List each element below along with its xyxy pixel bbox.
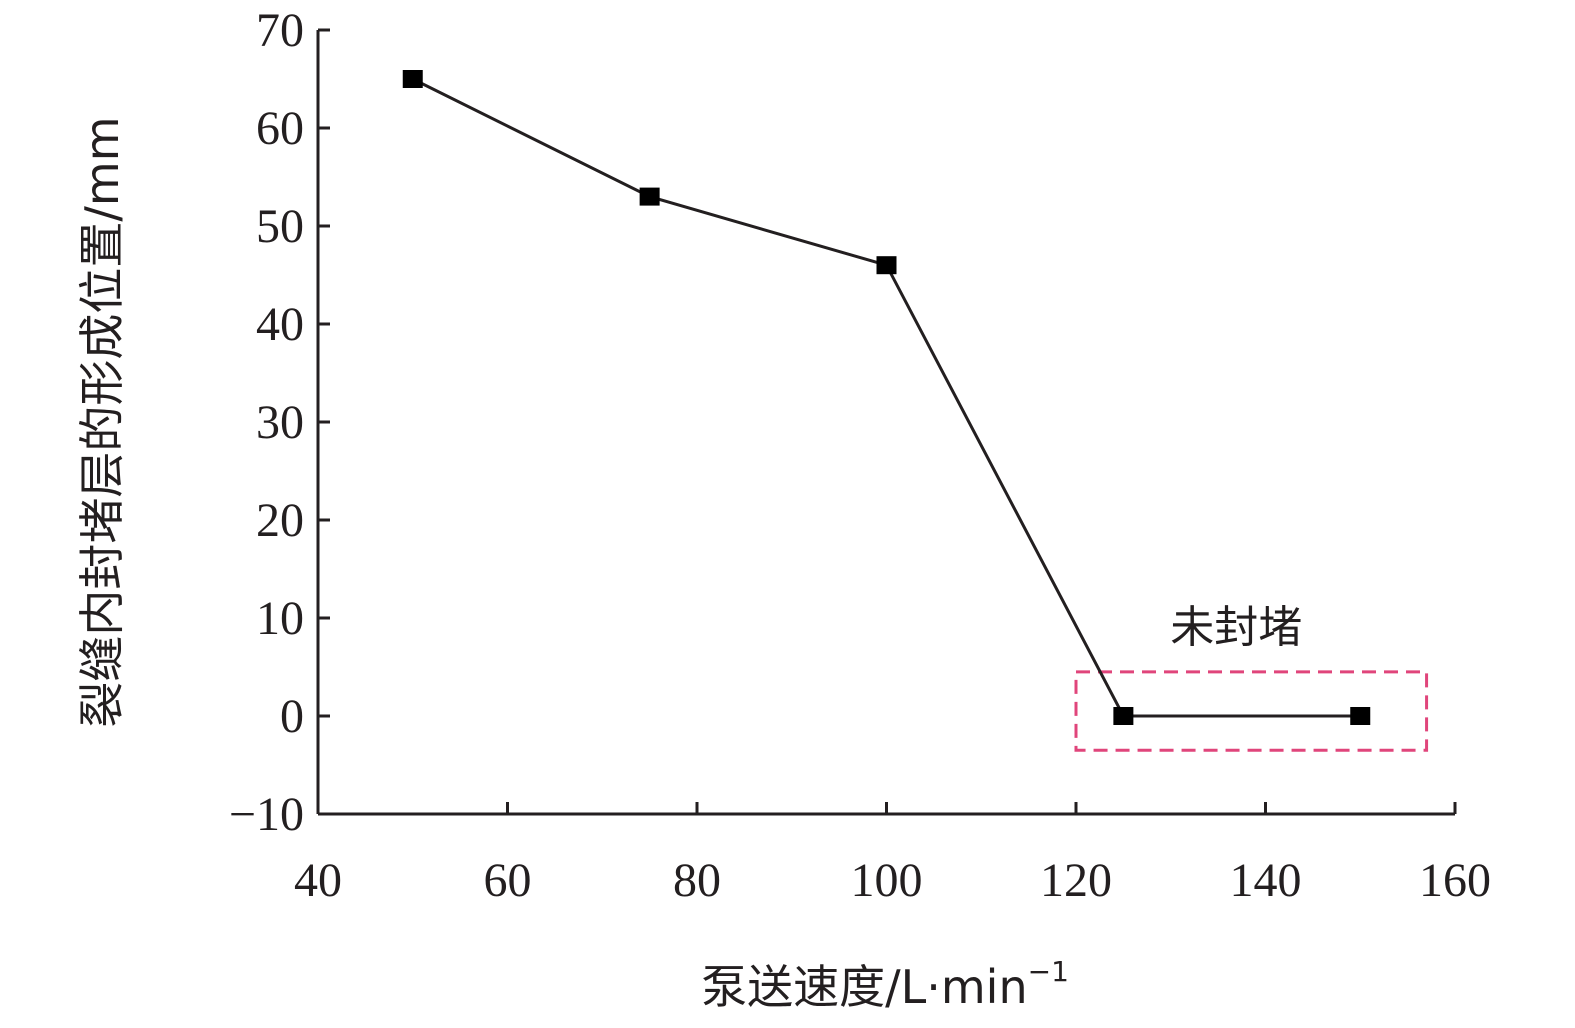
not-sealed-label: 未封堵 — [1170, 602, 1302, 653]
y-tick-label: 20 — [256, 494, 304, 547]
data-point — [1350, 707, 1371, 725]
x-tick-label: 100 — [851, 854, 923, 907]
not-sealed-box — [1074, 670, 1429, 752]
data-point — [876, 256, 897, 275]
x-tick-label: 160 — [1419, 854, 1491, 907]
data-point — [639, 187, 660, 206]
data-point — [1113, 707, 1134, 725]
y-tick-label: 70 — [256, 4, 304, 57]
x-tick-label: 140 — [1230, 854, 1302, 907]
y-tick-label: 30 — [256, 396, 304, 449]
y-tick-label: 40 — [256, 298, 304, 351]
annotation: 未封堵 — [1074, 602, 1429, 752]
data-point — [402, 70, 423, 88]
y-tick-label: 60 — [256, 102, 304, 155]
series — [402, 70, 1371, 725]
y-tick-label: −10 — [229, 788, 304, 841]
y-tick-label: 10 — [256, 592, 304, 645]
x-tick-label: 60 — [484, 854, 532, 907]
x-tick-label: 80 — [673, 854, 721, 907]
x-axis-title: 泵送速度/L·min−1 — [701, 955, 1069, 1014]
y-axis-title: 裂缝内封堵层的形成位置/mm — [75, 116, 129, 727]
x-axis-title-text: 泵送速度/L·min — [701, 960, 1028, 1014]
x-tick-label: 40 — [294, 854, 342, 907]
y-tick-label: 50 — [256, 200, 304, 253]
x-tick-label: 120 — [1040, 854, 1112, 907]
y-tick-label: 0 — [280, 690, 304, 743]
x-axis-title-superscript: −1 — [1028, 955, 1069, 988]
axes — [316, 30, 1455, 816]
